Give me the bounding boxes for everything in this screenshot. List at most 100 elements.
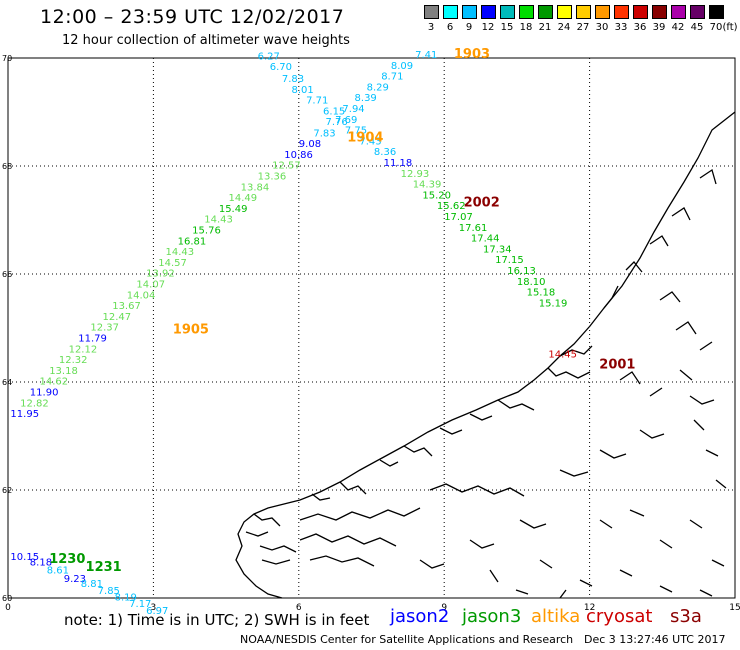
color-scale-label: 9 [465,22,473,33]
wave-height-value: 9.23 [64,574,86,585]
wave-height-value: 15.49 [219,204,248,215]
wave-height-value: 8.71 [381,72,403,83]
lon-tick-label: 15 [729,603,740,613]
track-id-label: 1904 [347,131,383,146]
color-swatch [652,5,667,19]
wave-height-value: 15.76 [192,226,221,237]
lat-tick-label: 64 [2,378,12,387]
wave-height-value: 6.70 [270,62,292,73]
wave-height-value: 16.81 [178,236,207,247]
color-scale-label: 18 [519,22,533,33]
wave-height-value: 15.18 [527,288,556,299]
color-scale-label: 24 [557,22,571,33]
wave-height-value: 7.94 [342,104,364,115]
coastline-segment [603,168,717,309]
color-scale-label: 27 [576,22,590,33]
wave-height-value: 14.43 [166,247,195,258]
wave-height-value: 7.17 [129,599,151,610]
wave-height-value: 12.57 [272,161,301,172]
observations-layer: 6.276.707.838.017.716.157.767.839.0810.8… [10,50,577,617]
wave-height-value: 17.44 [471,234,500,245]
wave-height-value: 8.39 [355,93,377,104]
wave-height-value: 10.86 [284,150,313,161]
color-swatch [671,5,686,19]
color-swatch [690,5,705,19]
wave-height-value: 16.13 [507,266,536,277]
lat-tick-label: 70 [2,54,12,63]
wave-height-value: 12.37 [90,323,119,334]
coastline-segment [419,519,547,569]
coastline-segment [539,559,713,597]
lat-lon-grid [7,57,736,599]
wave-height-value: 13.84 [241,182,270,193]
wave-height-value: 11.90 [30,388,59,399]
color-swatch [709,5,724,19]
coastline-segment [619,369,693,397]
color-scale-label: 6 [446,22,454,33]
coastline-segment [659,291,713,351]
color-swatch [481,5,496,19]
color-scale-label: 30 [595,22,609,33]
coastline-segment [429,483,525,497]
lon-tick-label: 3 [151,603,157,613]
color-swatch [595,5,610,19]
wave-height-value: 15.19 [539,298,568,309]
credit-line: NOAA/NESDIS Center for Satellite Applica… [240,633,574,646]
wave-height-value: 12.12 [69,344,98,355]
coastline [235,111,736,599]
lat-tick-label: 60 [2,594,12,603]
color-scale-unit: (ft) [722,22,738,33]
coastline-segment [245,513,281,537]
wave-height-value: 6.27 [258,52,280,63]
wave-height-value: 14.07 [136,280,165,291]
wave-height-value: 17.34 [483,244,512,255]
satellite-legend-s3a: s3a [670,606,702,627]
color-swatch [633,5,648,19]
coastline-segment [309,555,375,567]
track-id-label: 1905 [173,322,209,337]
wave-height-value: 7.69 [335,115,357,126]
track-id-label: 1903 [454,47,490,62]
lon-tick-label: 0 [5,603,11,613]
wave-height-value: 8.81 [81,579,103,590]
wave-height-value: 8.01 [292,85,314,96]
wave-height-value: 8.09 [391,61,413,72]
color-scale-label: 12 [481,22,495,33]
wave-height-value: 8.18 [30,558,52,569]
wave-height-value: 13.18 [49,366,78,377]
color-swatch [557,5,572,19]
wave-height-value: 8.61 [47,566,69,577]
color-swatch [538,5,553,19]
color-scale-label: 42 [671,22,685,33]
satellite-legend-jason3: jason3 [462,606,522,627]
coastline-segment [259,545,297,565]
wave-height-value: 12.32 [59,355,88,366]
wave-height-value: 11.95 [10,409,39,420]
wave-height-value: 14.43 [204,215,233,226]
color-swatch [614,5,629,19]
satellite-legend-jason2: jason2 [390,606,450,627]
wave-height-value: 15.20 [422,190,451,201]
wave-height-value: 9.08 [299,139,321,150]
wave-height-value: 13.92 [146,269,175,280]
wave-height-value: 14.57 [158,258,187,269]
wave-height-value: 6.97 [146,606,168,617]
wave-height-value: 7.85 [98,586,120,597]
wave-height-value: 8.36 [374,147,396,158]
wave-height-value: 15.62 [437,201,466,212]
wave-height-value: 7.41 [415,50,437,61]
coastline-segment [559,429,665,477]
track-id-label: 2001 [599,358,635,373]
color-scale-label: 36 [633,22,647,33]
lat-tick-label: 66 [2,270,12,279]
color-scale-label: 21 [538,22,552,33]
color-scale-label: 39 [652,22,666,33]
wave-height-value: 10.15 [10,552,39,563]
wave-height-value: 11.79 [78,334,107,345]
color-swatch [519,5,534,19]
wave-height-value: 13.36 [258,172,287,183]
coastline-segment [489,569,567,599]
wave-height-value: 8.19 [115,593,137,604]
